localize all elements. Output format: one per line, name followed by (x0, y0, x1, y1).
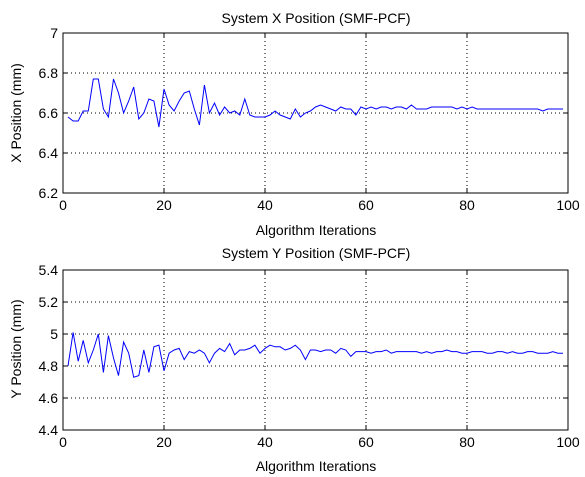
series-line (67, 332, 563, 378)
x-tick-label: 100 (556, 197, 580, 213)
series-line (67, 78, 563, 128)
chart-title: System Y Position (SMF-PCF) (222, 245, 411, 261)
x-axis-label: Algorithm Iterations (256, 222, 377, 238)
plot-frame (62, 269, 569, 431)
x-position-subplot: System X Position (SMF-PCF) Algorithm It… (8, 10, 580, 238)
y-tick-label: 6.4 (39, 145, 59, 161)
x-tick-label: 0 (59, 197, 67, 213)
x-tick-label: 20 (156, 197, 172, 213)
plot-frame (62, 32, 569, 194)
x-tick-label: 0 (59, 434, 67, 450)
y-axis-label: X Position (mm) (8, 63, 24, 163)
y-tick-label: 6.2 (39, 185, 59, 201)
y-tick-label: 6.8 (39, 65, 59, 81)
x-tick-label: 60 (358, 197, 374, 213)
y-tick-label: 4.8 (39, 358, 59, 374)
y-tick-label: 5 (50, 326, 58, 342)
y-tick-label: 4.6 (39, 390, 59, 406)
y-axis-label: Y Position (mm) (8, 299, 24, 398)
plot-area: 0 20 40 60 80 100 6.2 6.4 6.6 6.8 7 (39, 25, 580, 213)
x-axis-label: Algorithm Iterations (256, 458, 377, 474)
x-tick-label: 40 (257, 197, 273, 213)
x-tick-label: 20 (156, 434, 172, 450)
plot-area: 0 20 40 60 80 100 4.4 4.6 4.8 5 5.2 5.4 (39, 262, 580, 450)
x-tick-label: 60 (358, 434, 374, 450)
y-tick-label: 4.4 (39, 422, 59, 438)
y-tick-label: 6.6 (39, 105, 59, 121)
y-tick-label: 5.2 (39, 294, 59, 310)
y-tick-label: 5.4 (39, 262, 59, 278)
x-tick-label: 80 (459, 434, 475, 450)
y-position-subplot: System Y Position (SMF-PCF) Algorithm It… (8, 245, 580, 474)
x-tick-label: 100 (556, 434, 580, 450)
x-tick-label: 40 (257, 434, 273, 450)
chart-title: System X Position (SMF-PCF) (221, 10, 410, 26)
y-tick-label: 7 (50, 25, 58, 41)
x-tick-label: 80 (459, 197, 475, 213)
